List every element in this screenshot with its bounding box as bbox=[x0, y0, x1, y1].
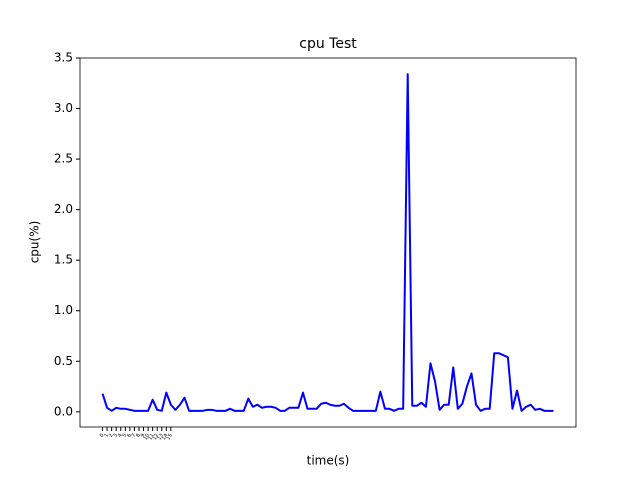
x-tick-label: 2 bbox=[108, 433, 115, 439]
x-tick-label: 9 bbox=[140, 433, 147, 439]
x-tick-label: 13 bbox=[156, 433, 164, 442]
x-tick-label: 10 bbox=[143, 433, 151, 442]
x-tick-label: 6 bbox=[126, 433, 133, 439]
y-axis-label: cpu(%) bbox=[28, 221, 42, 264]
y-tick-label: 1.5 bbox=[54, 253, 73, 267]
chart-title: cpu Test bbox=[299, 36, 357, 52]
x-tick-label: 14 bbox=[161, 433, 169, 442]
plot-frame bbox=[79, 57, 577, 428]
y-tick-label: 0.5 bbox=[54, 354, 73, 368]
x-tick-label: 8 bbox=[135, 433, 142, 439]
line bbox=[101, 73, 554, 412]
y-tick-label: 1.0 bbox=[54, 303, 73, 317]
y-tick-label: 0.0 bbox=[54, 404, 73, 418]
y-tick-label: 2.5 bbox=[54, 152, 73, 166]
x-tick-label: 12 bbox=[152, 433, 160, 442]
x-tick-label: 4 bbox=[117, 433, 124, 439]
x-tick-label: 7 bbox=[131, 433, 138, 439]
x-tick-label: 0 bbox=[99, 433, 106, 439]
x-tick-label: 11 bbox=[147, 433, 155, 442]
y-tick-label: 2.0 bbox=[54, 202, 73, 216]
y-tick-label: 3.0 bbox=[54, 101, 73, 115]
x-tick-label: 5 bbox=[122, 433, 129, 439]
y-tick-label: 3.5 bbox=[54, 51, 73, 65]
x-tick-label: 15 bbox=[166, 433, 174, 442]
x-tick-label: 3 bbox=[112, 433, 119, 439]
x-axis-label: time(s) bbox=[307, 454, 350, 468]
x-tick-label: 1 bbox=[103, 433, 110, 439]
